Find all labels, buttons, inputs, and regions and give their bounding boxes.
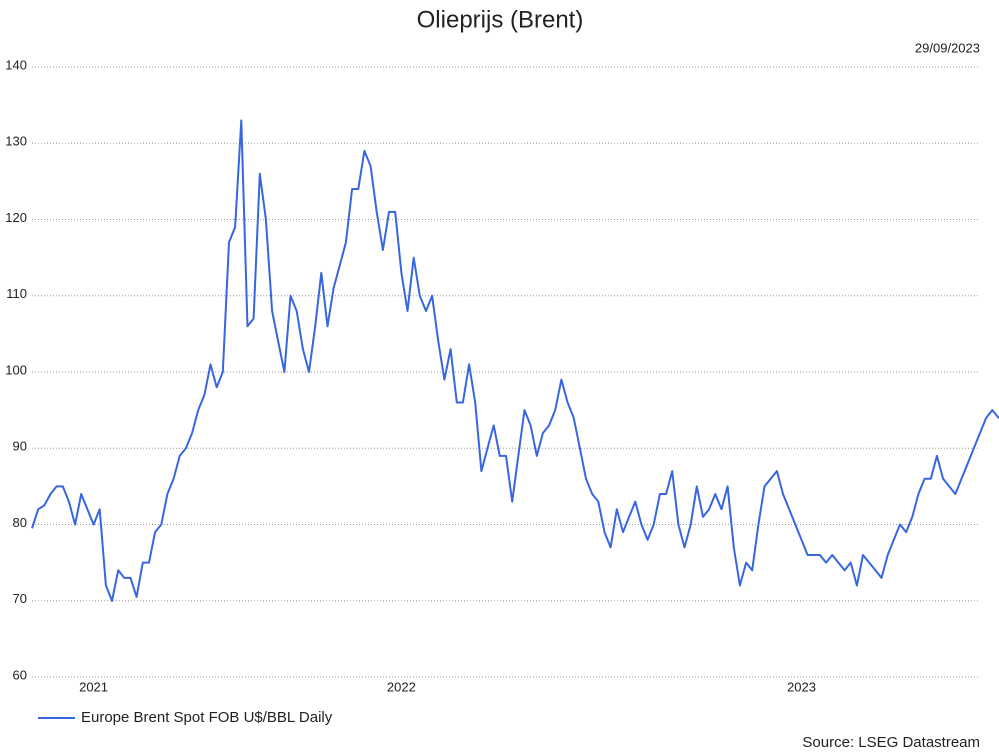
x-tick-label: 2023 — [787, 679, 816, 694]
x-tick-label: 2022 — [387, 679, 416, 694]
x-tick-label: 2021 — [79, 679, 108, 694]
chart-title: Olieprijs (Brent) — [417, 6, 584, 33]
y-tick-label: 90 — [13, 439, 27, 454]
y-tick-label: 100 — [5, 362, 27, 377]
source-note: Source: LSEG Datastream — [802, 734, 980, 751]
y-tick-label: 130 — [5, 134, 27, 149]
y-tick-label: 110 — [6, 286, 27, 301]
legend-label: Europe Brent Spot FOB U$/BBL Daily — [81, 709, 333, 726]
y-tick-label: 140 — [5, 57, 27, 72]
y-tick-label: 120 — [5, 210, 27, 225]
data-line — [31, 119, 999, 602]
y-tick-label: 60 — [13, 667, 27, 682]
y-tick-label: 80 — [13, 515, 27, 530]
y-tick-label: 70 — [13, 591, 27, 606]
date-note: 29/09/2023 — [915, 40, 980, 55]
